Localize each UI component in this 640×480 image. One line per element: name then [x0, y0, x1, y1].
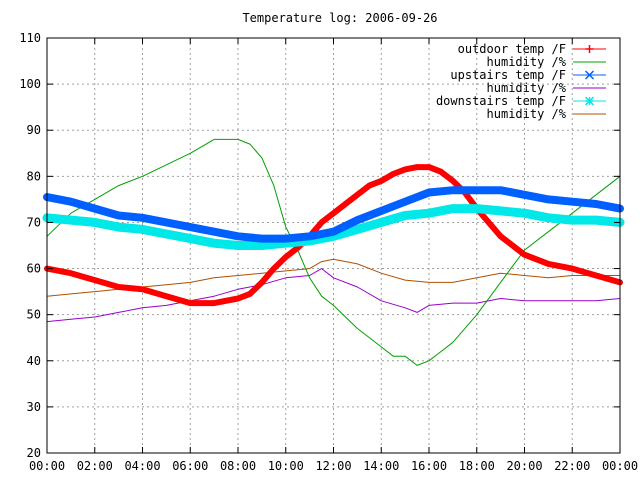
legend-entry: humidity /% [487, 107, 606, 121]
x-tick-label: 10:00 [268, 459, 304, 473]
x-tick-label: 20:00 [506, 459, 542, 473]
series-line-4 [42, 204, 625, 250]
y-tick-label: 100 [19, 77, 41, 91]
series-line-3 [46, 268, 621, 323]
y-tick-label: 90 [27, 123, 41, 137]
chart-title: Temperature log: 2006-09-26 [242, 11, 437, 25]
y-tick-label: 40 [27, 354, 41, 368]
x-tick-label: 00:00 [602, 459, 638, 473]
legend-label: humidity /% [487, 81, 567, 95]
legend-marker [584, 70, 595, 80]
y-tick-label: 110 [19, 31, 41, 45]
y-tick-label: 60 [27, 262, 41, 276]
x-tick-label: 18:00 [459, 459, 495, 473]
legend-entry: upstairs temp /F [450, 68, 606, 82]
x-axis: 00:00 02:00 04:00 06:00 08:00 10:00 12:00 14:00… [29, 38, 638, 473]
x-tick-label: 04:00 [124, 459, 160, 473]
legend-label: humidity /% [487, 55, 567, 69]
legend-label: downstairs temp /F [436, 94, 566, 108]
series-line-5 [46, 258, 621, 297]
legend-label: outdoor temp /F [458, 42, 566, 56]
y-axis: 20 30 40 50 60 70 80 90 100 110 [19, 31, 620, 460]
series-layer [42, 138, 625, 366]
x-tick-label: 14:00 [363, 459, 399, 473]
y-tick-label: 70 [27, 215, 41, 229]
y-tick-label: 20 [27, 446, 41, 460]
x-tick-label: 06:00 [172, 459, 208, 473]
x-tick-label: 22:00 [554, 459, 590, 473]
legend-entry: humidity /% [487, 81, 606, 95]
grid [47, 38, 620, 453]
y-tick-label: 30 [27, 400, 41, 414]
x-tick-label: 00:00 [29, 459, 65, 473]
x-tick-label: 16:00 [411, 459, 447, 473]
series-line-2 [43, 186, 624, 243]
x-tick-label: 02:00 [77, 459, 113, 473]
y-tick-label: 80 [27, 169, 41, 183]
plot-frame [46, 37, 621, 454]
x-tick-label: 12:00 [315, 459, 351, 473]
x-tick-label: 08:00 [220, 459, 256, 473]
series-line-0 [44, 164, 623, 307]
legend-marker [584, 96, 595, 106]
legend-label: upstairs temp /F [450, 68, 566, 82]
legend-label: humidity /% [487, 107, 567, 121]
y-tick-label: 50 [27, 308, 41, 322]
legend-entry: downstairs temp /F [436, 94, 606, 108]
series-line-1 [46, 138, 621, 366]
legend-entry: outdoor temp /F [458, 42, 606, 56]
legend-entry: humidity /% [487, 55, 606, 69]
